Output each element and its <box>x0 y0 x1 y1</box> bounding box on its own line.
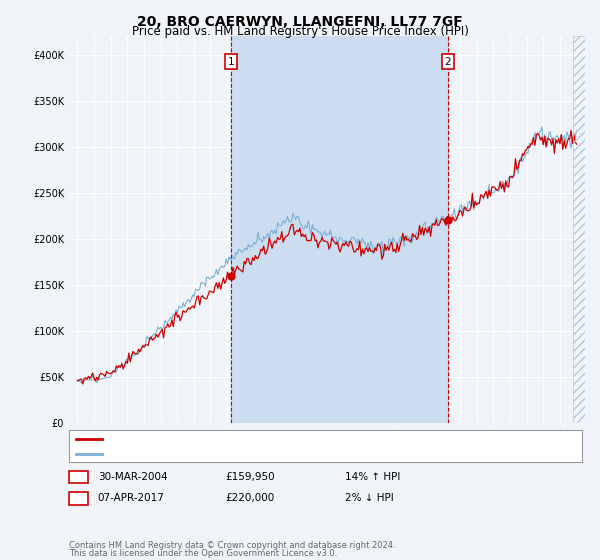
Text: This data is licensed under the Open Government Licence v3.0.: This data is licensed under the Open Gov… <box>69 549 337 558</box>
Text: 07-APR-2017: 07-APR-2017 <box>98 493 164 503</box>
Text: 20, BRO CAERWYN, LLANGEFNI, LL77 7GF (detached house): 20, BRO CAERWYN, LLANGEFNI, LL77 7GF (de… <box>106 433 418 444</box>
Text: HPI: Average price, detached house, Isle of Anglesey: HPI: Average price, detached house, Isle… <box>106 449 382 459</box>
Text: 1: 1 <box>228 57 235 67</box>
Text: 2: 2 <box>445 57 451 67</box>
Text: £220,000: £220,000 <box>225 493 274 503</box>
Text: 1: 1 <box>75 472 82 482</box>
Text: 2: 2 <box>75 493 82 503</box>
Text: Price paid vs. HM Land Registry's House Price Index (HPI): Price paid vs. HM Land Registry's House … <box>131 25 469 38</box>
Text: Contains HM Land Registry data © Crown copyright and database right 2024.: Contains HM Land Registry data © Crown c… <box>69 541 395 550</box>
Text: 2% ↓ HPI: 2% ↓ HPI <box>345 493 394 503</box>
Text: 20, BRO CAERWYN, LLANGEFNI, LL77 7GF: 20, BRO CAERWYN, LLANGEFNI, LL77 7GF <box>137 15 463 29</box>
Text: 14% ↑ HPI: 14% ↑ HPI <box>345 472 400 482</box>
Bar <box>231 36 448 423</box>
Text: 30-MAR-2004: 30-MAR-2004 <box>98 472 167 482</box>
Text: £159,950: £159,950 <box>225 472 275 482</box>
